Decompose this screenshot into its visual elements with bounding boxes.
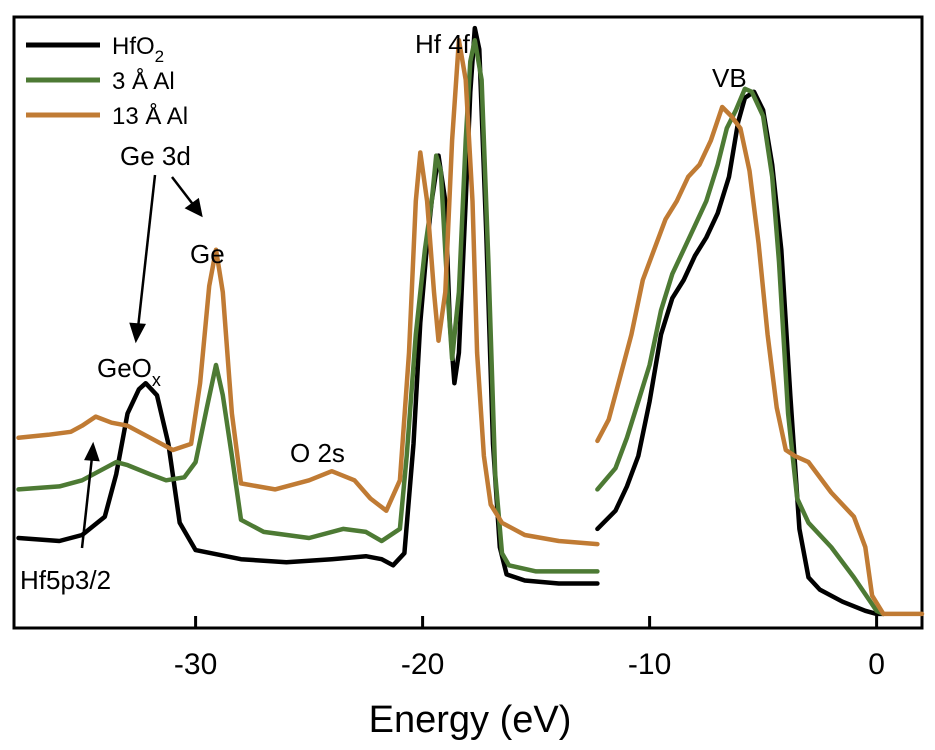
x-axis-title: Energy (eV) (369, 699, 572, 741)
arrow-ge3d-to-ge (171, 176, 196, 208)
annotation-ge3d: Ge 3d (120, 141, 191, 171)
annotation-vb: VB (712, 63, 747, 93)
annotation-hf5p: Hf5p3/2 (20, 565, 111, 595)
series-line-0-segment-0 (16, 25, 600, 586)
arrow-ge3d-to-geox (136, 174, 157, 329)
series-line-2-segment-0 (16, 37, 600, 547)
x-tick-label: 0 (868, 648, 885, 681)
x-tick-label: -30 (174, 648, 217, 681)
annotation-arrows (80, 174, 203, 549)
x-tick-label: -10 (628, 648, 671, 681)
annotation-ge: Ge (190, 239, 225, 269)
annotation-o2s: O 2s (290, 438, 345, 468)
legend-label-13a-al: 13 Å Al (112, 102, 188, 130)
legend: HfO2 3 Å Al 13 Å Al (26, 33, 188, 130)
legend-label-hfo2: HfO2 (112, 33, 164, 66)
arrowhead-hf5p (84, 441, 100, 462)
series-lines (16, 25, 925, 617)
x-axis-ticks: -30 -20 -10 0 (174, 616, 885, 681)
arrowhead-ge (184, 197, 203, 218)
annotation-hf4f: Hf 4f (415, 29, 471, 59)
legend-label-3a-al: 3 Å Al (112, 67, 175, 95)
plot-frame (12, 15, 924, 630)
series-line-0-segment-1 (595, 89, 886, 617)
series-line-1-segment-0 (16, 37, 600, 574)
series-line-2-segment-1 (595, 104, 925, 617)
series-line-1-segment-1 (595, 86, 886, 617)
arrowhead-geox (129, 322, 147, 344)
annotation-geox: GeOx (97, 353, 161, 390)
arrow-hf5p (80, 456, 94, 549)
x-tick-label: -20 (401, 648, 444, 681)
